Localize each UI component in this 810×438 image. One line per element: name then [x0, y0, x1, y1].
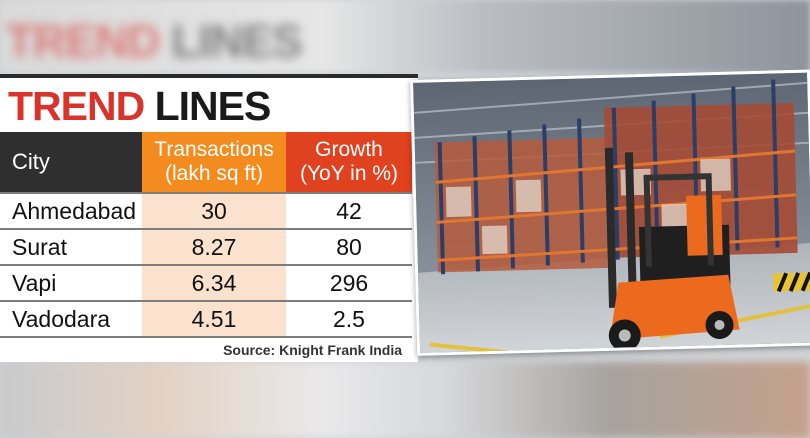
forklift-warehouse-photo	[410, 69, 810, 356]
cell-transactions: 6.34	[142, 266, 286, 300]
header-transactions-line1: Transactions	[154, 137, 274, 161]
blurred-title-echo: TREND LINES	[6, 14, 303, 68]
table-header-row: City Transactions (lakh sq ft) Growth (Y…	[0, 132, 412, 194]
pallet-racks	[434, 79, 798, 275]
blurred-top-strip	[0, 0, 810, 72]
header-growth-line2: (YoY in %)	[299, 162, 399, 185]
cell-city: Vapi	[12, 269, 57, 296]
cell-transactions: 4.51	[142, 302, 286, 336]
cell-growth: 42	[336, 197, 362, 224]
warehouse-illustration	[413, 72, 810, 356]
cell-growth: 2.5	[333, 305, 365, 332]
data-table: City Transactions (lakh sq ft) Growth (Y…	[0, 132, 412, 362]
cell-city: Vadodara	[12, 305, 111, 332]
header-transactions-line2: (lakh sq ft)	[164, 162, 264, 185]
table-row: Vadodara 4.51 2.5	[0, 302, 412, 338]
cell-city: Ahmedabad	[12, 197, 137, 224]
cell-growth: 296	[329, 269, 369, 296]
source-note: Source: Knight Frank India	[223, 342, 402, 358]
header-growth-line1: Growth	[315, 137, 383, 161]
cell-transactions: 30	[142, 194, 286, 228]
title-word-lines: LINES	[154, 83, 272, 129]
header-city-label: City	[12, 149, 50, 174]
blurred-bottom-strip	[0, 362, 810, 438]
cell-growth: 80	[336, 233, 362, 260]
title-word-trend: TREND	[8, 83, 145, 129]
hazard-barrier	[773, 271, 810, 293]
table-row: Vapi 6.34 296	[0, 266, 412, 302]
trend-lines-card: TREND LINES City Transactions (lakh sq f…	[0, 74, 418, 362]
blurred-title-word2: LINES	[171, 15, 302, 67]
forklift	[604, 147, 740, 352]
header-transactions: Transactions (lakh sq ft)	[142, 132, 286, 192]
header-growth: Growth (YoY in %)	[286, 132, 412, 192]
cell-city: Surat	[12, 233, 67, 260]
table-row: Surat 8.27 80	[0, 230, 412, 266]
header-city: City	[0, 132, 142, 192]
blurred-title-word1: TREND	[6, 15, 160, 67]
page-title: TREND LINES	[8, 83, 272, 129]
cell-transactions: 8.27	[142, 230, 286, 264]
table-row: Ahmedabad 30 42	[0, 194, 412, 230]
